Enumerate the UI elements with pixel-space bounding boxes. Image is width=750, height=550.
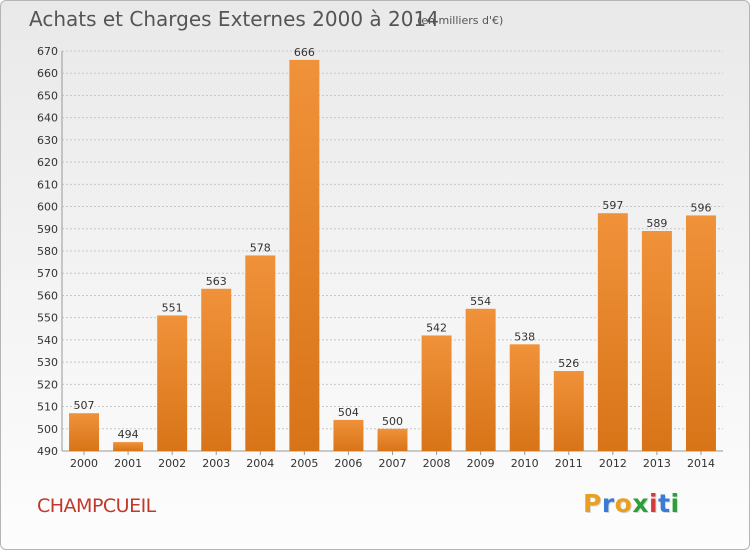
bar-value-label: 494 (118, 428, 139, 441)
y-tick-label: 500 (37, 423, 58, 436)
bar-value-label: 596 (690, 201, 711, 214)
y-tick-label: 630 (37, 134, 58, 147)
bar (509, 344, 540, 451)
bar-value-label: 666 (294, 46, 315, 59)
proxiti-logo: Proxiti (583, 489, 680, 518)
bar-value-label: 597 (602, 199, 623, 212)
y-tick-label: 610 (37, 178, 58, 191)
bar-value-label: 554 (470, 295, 491, 308)
bar (333, 419, 364, 451)
x-tick-label: 2013 (643, 457, 671, 470)
y-tick-label: 540 (37, 334, 58, 347)
x-tick-label: 2006 (334, 457, 362, 470)
y-tick-label: 620 (37, 156, 58, 169)
x-tick-label: 2009 (467, 457, 495, 470)
bar-value-label: 507 (74, 399, 95, 412)
logo-letter: x (632, 489, 649, 518)
y-tick-label: 580 (37, 245, 58, 258)
y-tick-label: 660 (37, 67, 58, 80)
commune-name: CHAMPCUEIL (37, 495, 156, 517)
bar (157, 315, 188, 451)
bar-value-label: 500 (382, 415, 403, 428)
y-tick-label: 530 (37, 356, 58, 369)
bar-value-label: 589 (646, 217, 667, 230)
bar (465, 308, 496, 451)
bar (421, 335, 452, 451)
bar (377, 428, 408, 451)
x-tick-label: 2003 (202, 457, 230, 470)
x-tick-label: 2014 (687, 457, 715, 470)
y-tick-label: 650 (37, 89, 58, 102)
y-tick-label: 490 (37, 445, 58, 458)
bar (69, 413, 100, 451)
bar-value-label: 526 (558, 357, 579, 370)
logo-letter: i (670, 489, 680, 518)
y-tick-label: 520 (37, 378, 58, 391)
logo-letter: P (583, 489, 602, 518)
x-tick-label: 2008 (423, 457, 451, 470)
y-tick-label: 670 (37, 45, 58, 58)
x-tick-label: 2005 (290, 457, 318, 470)
logo-letter: r (601, 489, 615, 518)
logo-letter: o (614, 489, 633, 518)
bar-value-label: 563 (206, 275, 227, 288)
logo-letter: i (649, 489, 659, 518)
x-tick-label: 2011 (555, 457, 583, 470)
bar-value-label: 551 (162, 301, 183, 314)
x-tick-label: 2012 (599, 457, 627, 470)
chart-title: Achats et Charges Externes 2000 à 2014 (29, 7, 439, 31)
bar (553, 371, 584, 451)
x-tick-label: 2007 (379, 457, 407, 470)
x-tick-label: 2004 (246, 457, 274, 470)
x-tick-label: 2010 (511, 457, 539, 470)
bar (685, 215, 716, 451)
y-tick-label: 590 (37, 223, 58, 236)
bar-value-label: 538 (514, 330, 535, 343)
bar-value-label: 542 (426, 321, 447, 334)
x-tick-label: 2002 (158, 457, 186, 470)
x-tick-label: 2000 (70, 457, 98, 470)
y-tick-label: 640 (37, 112, 58, 125)
logo-letter: t (658, 489, 671, 518)
y-tick-label: 560 (37, 289, 58, 302)
y-tick-label: 550 (37, 312, 58, 325)
bar-value-label: 504 (338, 406, 359, 419)
y-tick-label: 510 (37, 401, 58, 414)
y-tick-label: 600 (37, 201, 58, 214)
bar (201, 288, 232, 451)
bar (245, 255, 276, 451)
y-tick-label: 570 (37, 267, 58, 280)
bar (597, 213, 628, 451)
chart-subtitle: (en milliers d'€) (417, 14, 504, 27)
bar-value-label: 578 (250, 241, 271, 254)
bar (113, 442, 144, 451)
x-tick-label: 2001 (114, 457, 142, 470)
bar (641, 231, 672, 451)
bar (289, 59, 320, 452)
